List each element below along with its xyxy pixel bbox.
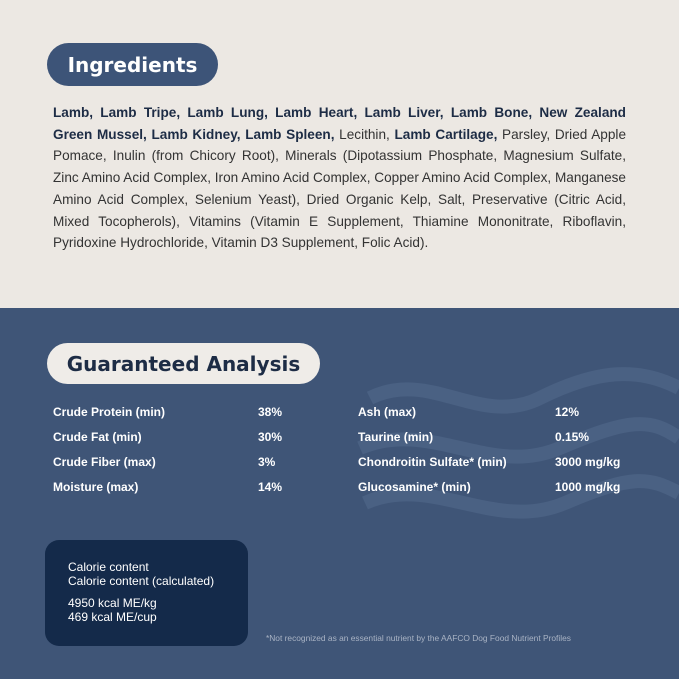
- calorie-label: Calorie content (calculated): [68, 574, 215, 588]
- analysis-value: 38%: [258, 405, 283, 419]
- analysis-value: 3%: [258, 455, 276, 469]
- analysis-label: Ash (max): [358, 405, 417, 419]
- footnote: *Not recognized as an essential nutrient…: [266, 633, 571, 643]
- analysis-label: Taurine (min): [358, 430, 434, 444]
- calorie-value: 4950 kcal ME/kg: [68, 596, 157, 610]
- analysis-value: 30%: [258, 430, 283, 444]
- ingredients-text: Lamb, Lamb Tripe, Lamb Lung, Lamb Heart,…: [53, 102, 626, 254]
- wave-decoration: [357, 367, 679, 519]
- analysis-label: Crude Fat (min): [53, 430, 142, 444]
- analysis-title: Guaranteed Analysis: [47, 343, 320, 384]
- calorie-value: 469 kcal ME/cup: [68, 610, 157, 624]
- analysis-label: Chondroitin Sulfate* (min): [358, 455, 507, 469]
- analysis-value: 12%: [555, 405, 580, 419]
- calorie-box: [45, 540, 248, 646]
- analysis-value: 0.15%: [555, 430, 590, 444]
- analysis-label: Crude Protein (min): [53, 405, 166, 419]
- ingredient-segment: Parsley, Dried Apple Pomace, Inulin (fro…: [53, 126, 627, 251]
- ingredient-segment: Lamb Cartilage,: [394, 126, 498, 142]
- analysis-value: 1000 mg/kg: [555, 480, 621, 494]
- analysis-label: Moisture (max): [53, 480, 139, 494]
- analysis-label: Glucosamine* (min): [358, 480, 471, 494]
- ingredients-title: Ingredients: [47, 43, 218, 86]
- analysis-value: 3000 mg/kg: [555, 455, 621, 469]
- ingredient-segment: Lecithin,: [334, 126, 395, 142]
- analysis-label: Crude Fiber (max): [53, 455, 156, 469]
- ingredient-segment: Lamb, Lamb Tripe, Lamb Lung, Lamb Heart,…: [53, 105, 626, 142]
- analysis-value: 14%: [258, 480, 283, 494]
- calorie-label: Calorie content: [68, 560, 149, 574]
